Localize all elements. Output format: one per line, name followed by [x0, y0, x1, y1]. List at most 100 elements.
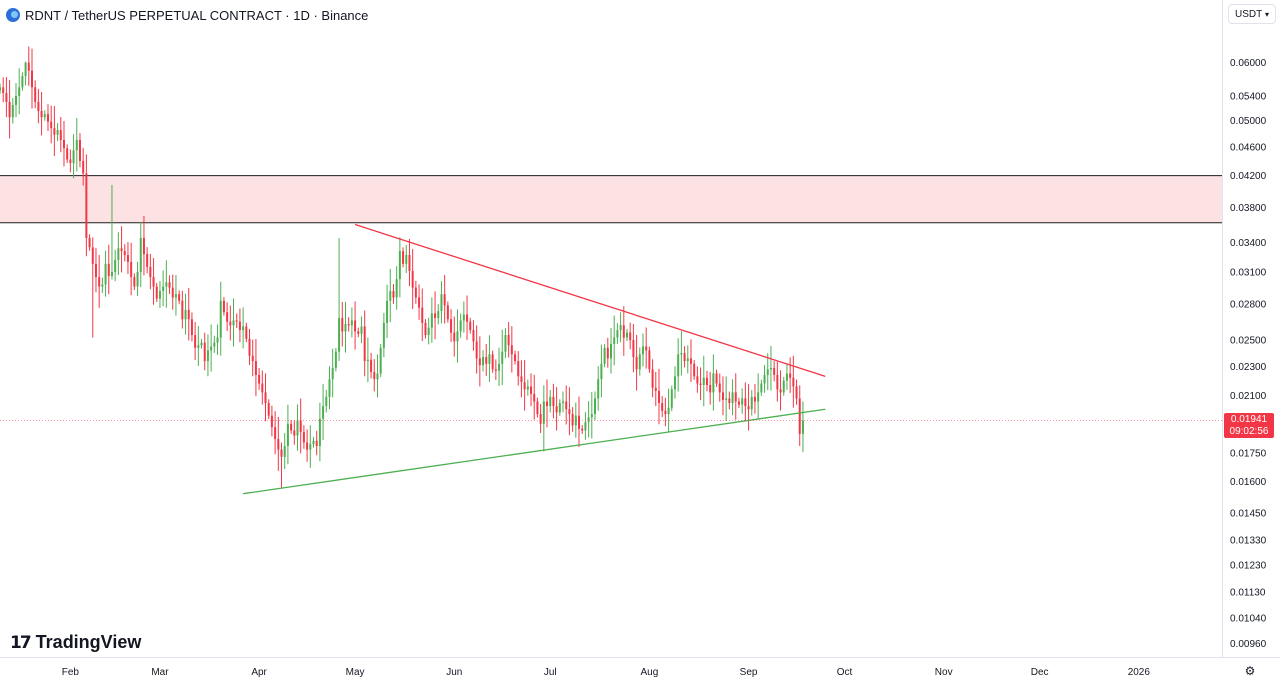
candle-body — [517, 361, 520, 377]
candle-body — [126, 255, 129, 262]
price-tick-label: 0.02800 — [1230, 300, 1267, 311]
candle-body — [789, 373, 792, 378]
candle-body — [232, 320, 235, 326]
candle-body — [677, 354, 680, 377]
candle-body — [354, 320, 357, 332]
candle-body — [421, 307, 424, 323]
candle-body — [14, 96, 17, 105]
candle-body — [610, 343, 612, 359]
candle-body — [574, 415, 577, 426]
candle-body — [635, 357, 638, 370]
candle-body — [654, 387, 657, 391]
candles-group — [0, 46, 804, 488]
candle-body — [363, 326, 366, 362]
candle-body — [555, 406, 558, 413]
candle-body — [539, 414, 542, 424]
price-tick-label: 0.01230 — [1230, 560, 1267, 571]
candle-body — [315, 440, 318, 447]
candle-body — [702, 377, 705, 385]
time-tick-label: Jun — [446, 667, 462, 678]
candle-body — [645, 346, 648, 351]
candle-body — [600, 363, 603, 380]
candle-body — [801, 420, 804, 434]
candle-body — [226, 312, 229, 322]
candle-body — [40, 111, 43, 118]
currency-select[interactable]: USDT ▾ — [1228, 4, 1276, 24]
candle-body — [59, 130, 62, 141]
candle-body — [558, 403, 561, 413]
candle-body — [114, 259, 117, 272]
candle-body — [283, 446, 286, 457]
candle-body — [795, 386, 798, 399]
candle-body — [398, 251, 401, 280]
candle-body — [194, 335, 197, 348]
candle-body — [382, 322, 385, 348]
candle-body — [622, 325, 625, 338]
symbol-title[interactable]: RDNT / TetherUS PERPETUAL CONTRACT · 1D … — [25, 7, 369, 23]
price-tick-label: 0.00960 — [1230, 639, 1267, 650]
time-tick-label: Dec — [1031, 667, 1049, 678]
candle-body — [18, 87, 21, 97]
candle-body — [270, 415, 273, 428]
candle-body — [638, 354, 641, 370]
candle-body — [469, 321, 472, 331]
candle-body — [491, 354, 494, 370]
candle-body — [277, 439, 280, 450]
candle-body — [11, 104, 14, 118]
candle-body — [264, 392, 267, 404]
candle-body — [366, 359, 369, 362]
tradingview-wordmark: TradingView — [35, 632, 142, 652]
candle-body — [101, 284, 104, 287]
price-tick-label: 0.03800 — [1230, 203, 1267, 214]
candle-body — [459, 320, 462, 332]
candle-body — [302, 432, 305, 443]
candle-body — [424, 322, 427, 336]
candle-body — [734, 392, 737, 402]
candle-body — [242, 326, 245, 331]
candle-body — [155, 286, 158, 299]
currency-value: USDT — [1235, 8, 1263, 20]
candle-body — [120, 248, 123, 252]
candle-body — [104, 263, 107, 285]
candle-body — [427, 327, 430, 336]
tradingview-logo[interactable]: 17 TradingView — [10, 632, 141, 653]
candle-body — [766, 369, 769, 375]
candle-body — [341, 318, 344, 332]
price-tick-label: 0.01040 — [1230, 614, 1267, 625]
candle-body — [478, 358, 481, 366]
candle-body — [689, 358, 692, 364]
candle-body — [280, 449, 283, 457]
candle-body — [498, 363, 501, 371]
candle-body — [625, 332, 628, 338]
tradingview-mark-icon: 17 — [10, 632, 32, 653]
candle-body — [753, 396, 756, 402]
candle-body — [178, 294, 181, 301]
time-tick-label: Mar — [151, 667, 169, 678]
candle-body — [782, 380, 785, 393]
current-price-tag: 0.01941 09:02:56 — [1224, 413, 1274, 438]
candle-body — [235, 320, 238, 322]
candle-body — [450, 319, 453, 333]
candle-body — [664, 410, 667, 415]
candle-body — [197, 345, 200, 348]
candle-body — [757, 392, 760, 402]
candle-body — [165, 282, 168, 287]
price-tick-label: 0.01130 — [1230, 587, 1266, 598]
candle-body — [728, 398, 731, 404]
candle-body — [210, 346, 213, 351]
candle-body — [370, 359, 373, 373]
candle-body — [5, 93, 8, 102]
candle-body — [514, 354, 517, 362]
candle-body — [357, 331, 360, 334]
price-tick-label: 0.03400 — [1230, 238, 1267, 249]
candle-body — [293, 430, 296, 436]
candle-body — [696, 376, 699, 384]
candle-body — [629, 332, 632, 341]
chevron-down-icon: ▾ — [1264, 9, 1269, 19]
candle-body — [318, 418, 321, 447]
candle-body — [565, 401, 568, 410]
candle-body — [430, 313, 433, 328]
gear-icon[interactable]: ⚙ — [1244, 664, 1256, 678]
current-price-value: 0.01941 — [1230, 414, 1268, 425]
